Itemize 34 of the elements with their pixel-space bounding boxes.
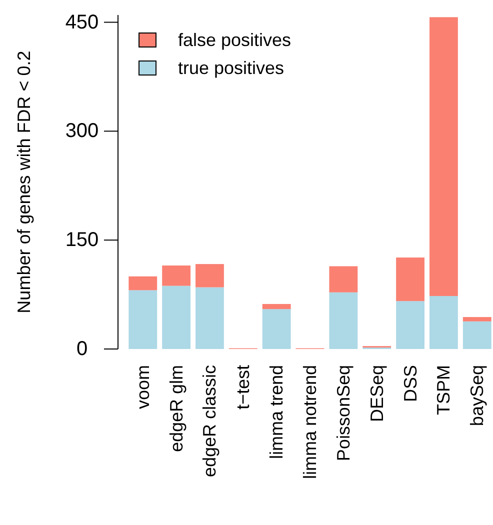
x-tick-label: DESeq [366, 365, 387, 422]
x-tick-label: voom [132, 365, 153, 410]
x-tick-label: PoissonSeq [333, 365, 354, 462]
bar [396, 301, 424, 349]
bar [396, 258, 424, 302]
bar [262, 304, 291, 310]
bar [162, 266, 191, 286]
y-tick-label: 450 [65, 11, 99, 34]
bar [262, 309, 291, 349]
bar [128, 290, 158, 349]
bar [162, 286, 191, 349]
x-tick-label: edgeR glm [166, 365, 186, 452]
bar [329, 292, 358, 349]
x-tick-label: limma trend [266, 365, 287, 460]
bar [196, 264, 224, 288]
y-tick-label: 0 [76, 338, 88, 360]
bar [329, 266, 358, 292]
x-tick-label: limma notrend [300, 365, 320, 480]
bar [462, 321, 492, 349]
bar [429, 296, 458, 349]
bar [128, 276, 158, 290]
bar [462, 317, 492, 322]
y-axis-title: Number of genes with FDR < 0.2 [14, 50, 34, 314]
x-tick-label: TSPM [434, 365, 454, 416]
x-tick-label: baySeq [467, 365, 488, 426]
y-tick-label: 300 [65, 120, 99, 142]
legend-label: false positives [178, 30, 292, 50]
bar [196, 287, 224, 349]
x-tick-label: edgeR classic [200, 365, 220, 478]
x-tick-label: DSS [400, 365, 420, 402]
legend-label: true positives [178, 58, 284, 78]
x-tick-label: t−test [233, 365, 254, 410]
y-tick-label: 150 [65, 229, 99, 252]
bar [429, 17, 458, 296]
